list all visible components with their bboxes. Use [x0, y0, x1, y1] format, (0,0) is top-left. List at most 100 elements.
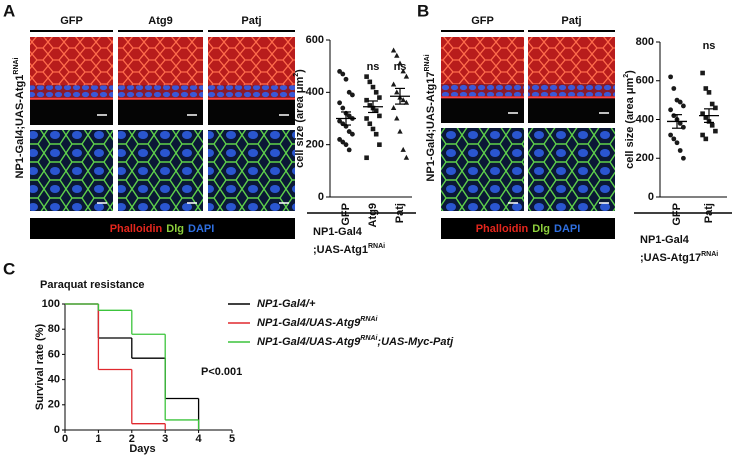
data-point	[671, 113, 677, 119]
image-bottom	[118, 130, 203, 211]
data-point	[674, 140, 680, 146]
data-point	[703, 86, 709, 91]
stain-bar	[441, 218, 615, 239]
text-part: ;UAS-Myc-Patj	[377, 336, 454, 348]
superscript: 2	[623, 74, 630, 78]
image-top-edge	[528, 96, 615, 99]
image-top-nuclei	[528, 84, 615, 97]
chart-title: Paraquat resistance	[40, 279, 145, 291]
text-part: NP1-Gal4;UAS-Atg17	[425, 72, 437, 182]
image-top-cells	[30, 37, 113, 86]
data-point	[671, 136, 677, 142]
image-bottom	[441, 128, 524, 211]
data-point	[681, 124, 686, 130]
y-tick-label: 40	[48, 374, 60, 386]
y-tick-label: 0	[648, 191, 654, 203]
data-point	[370, 126, 376, 132]
image-top-cells	[441, 37, 524, 85]
data-point	[370, 84, 376, 90]
data-point	[337, 118, 342, 124]
text-part: ;UAS-Atg1	[313, 244, 368, 256]
data-point	[403, 73, 410, 79]
text-part: NP1-Gal4/UAS-Atg9	[257, 336, 361, 348]
data-point	[709, 101, 715, 107]
text-part: ;UAS-Atg17	[640, 252, 701, 264]
data-point	[346, 147, 352, 153]
y-axis-label: Survival rate (%)	[34, 324, 46, 411]
stain-name: Dlg	[532, 223, 550, 235]
stain-legend: Phalloidin Dlg DAPI	[110, 223, 215, 235]
y-tick-label: 600	[306, 34, 324, 46]
data-point	[397, 128, 403, 134]
data-point	[343, 142, 349, 148]
data-point	[700, 70, 705, 76]
data-point	[394, 115, 400, 121]
data-point	[364, 74, 369, 79]
data-point	[364, 155, 369, 161]
x-tick-label: 2	[129, 433, 135, 445]
x-axis-label: Days	[129, 443, 155, 455]
data-point	[668, 107, 673, 113]
y-tick-label: 200	[636, 152, 654, 164]
data-point	[340, 139, 346, 145]
x-tick-label: GFP	[340, 203, 352, 226]
legend-label: NP1-Gal4/+	[257, 298, 316, 310]
image-top-nuclei	[441, 84, 524, 97]
data-point	[390, 105, 397, 111]
data-point	[364, 116, 369, 121]
genotype-label: NP1-Gal4;UAS-Atg1RNAi	[13, 57, 26, 178]
stain-legend: Phalloidin Dlg DAPI	[476, 223, 581, 235]
stain-bar	[30, 218, 295, 239]
panel-letter: C	[3, 259, 15, 278]
data-point	[364, 97, 369, 103]
stain-name: Phalloidin	[476, 223, 529, 235]
y-tick-label: 60	[48, 348, 60, 360]
text-part: NP1-Gal4/UAS-Atg9	[257, 317, 361, 329]
superscript: RNAi	[360, 316, 378, 323]
y-axis-label: cell size (area μm2)	[623, 70, 636, 169]
image-top-nuclei	[208, 85, 295, 98]
panel-letter: B	[417, 1, 429, 20]
column-header: GFP	[60, 15, 83, 27]
annotation: ns	[394, 61, 407, 73]
image-top-cells	[528, 37, 615, 85]
data-point	[713, 128, 718, 134]
stain-name: DAPI	[188, 223, 214, 235]
image-top-edge	[118, 97, 203, 100]
data-point	[367, 103, 373, 108]
data-point	[700, 132, 705, 138]
data-point	[390, 47, 397, 53]
text-part: cell size (area μm	[624, 78, 636, 169]
y-axis-label: cell size (area μm2)	[293, 69, 306, 168]
column-header: GFP	[471, 15, 494, 27]
column-header: Atg9	[148, 15, 172, 27]
data-point	[403, 154, 410, 160]
data-point	[400, 146, 406, 152]
image-top-nuclei	[30, 85, 113, 98]
data-point	[337, 137, 342, 142]
panel-letter: A	[3, 1, 15, 20]
data-point	[377, 142, 382, 147]
data-point	[681, 103, 686, 109]
x-tick-label: 1	[95, 433, 101, 445]
legend-label: NP1-Gal4/UAS-Atg9RNAi;UAS-Myc-Patj	[257, 335, 454, 348]
data-point	[337, 100, 342, 106]
data-point	[373, 90, 379, 95]
image-top-cells	[208, 37, 295, 86]
data-point	[706, 90, 712, 95]
image-bottom	[30, 130, 113, 211]
text-part: )	[294, 69, 306, 73]
superscript: RNAi	[13, 57, 20, 74]
image-top-cells	[118, 37, 203, 86]
x-tick-label: 4	[196, 433, 203, 445]
x-tick-label: 0	[62, 433, 68, 445]
y-tick-label: 100	[42, 298, 60, 310]
data-point	[677, 148, 683, 153]
annotation: P<0.001	[201, 366, 242, 378]
text-part: NP1-Gal4/+	[257, 298, 316, 310]
superscript: RNAi	[360, 335, 378, 342]
y-tick-label: 20	[48, 399, 60, 411]
genotype-line: NP1-Gal4	[640, 234, 690, 246]
data-point	[671, 86, 677, 91]
